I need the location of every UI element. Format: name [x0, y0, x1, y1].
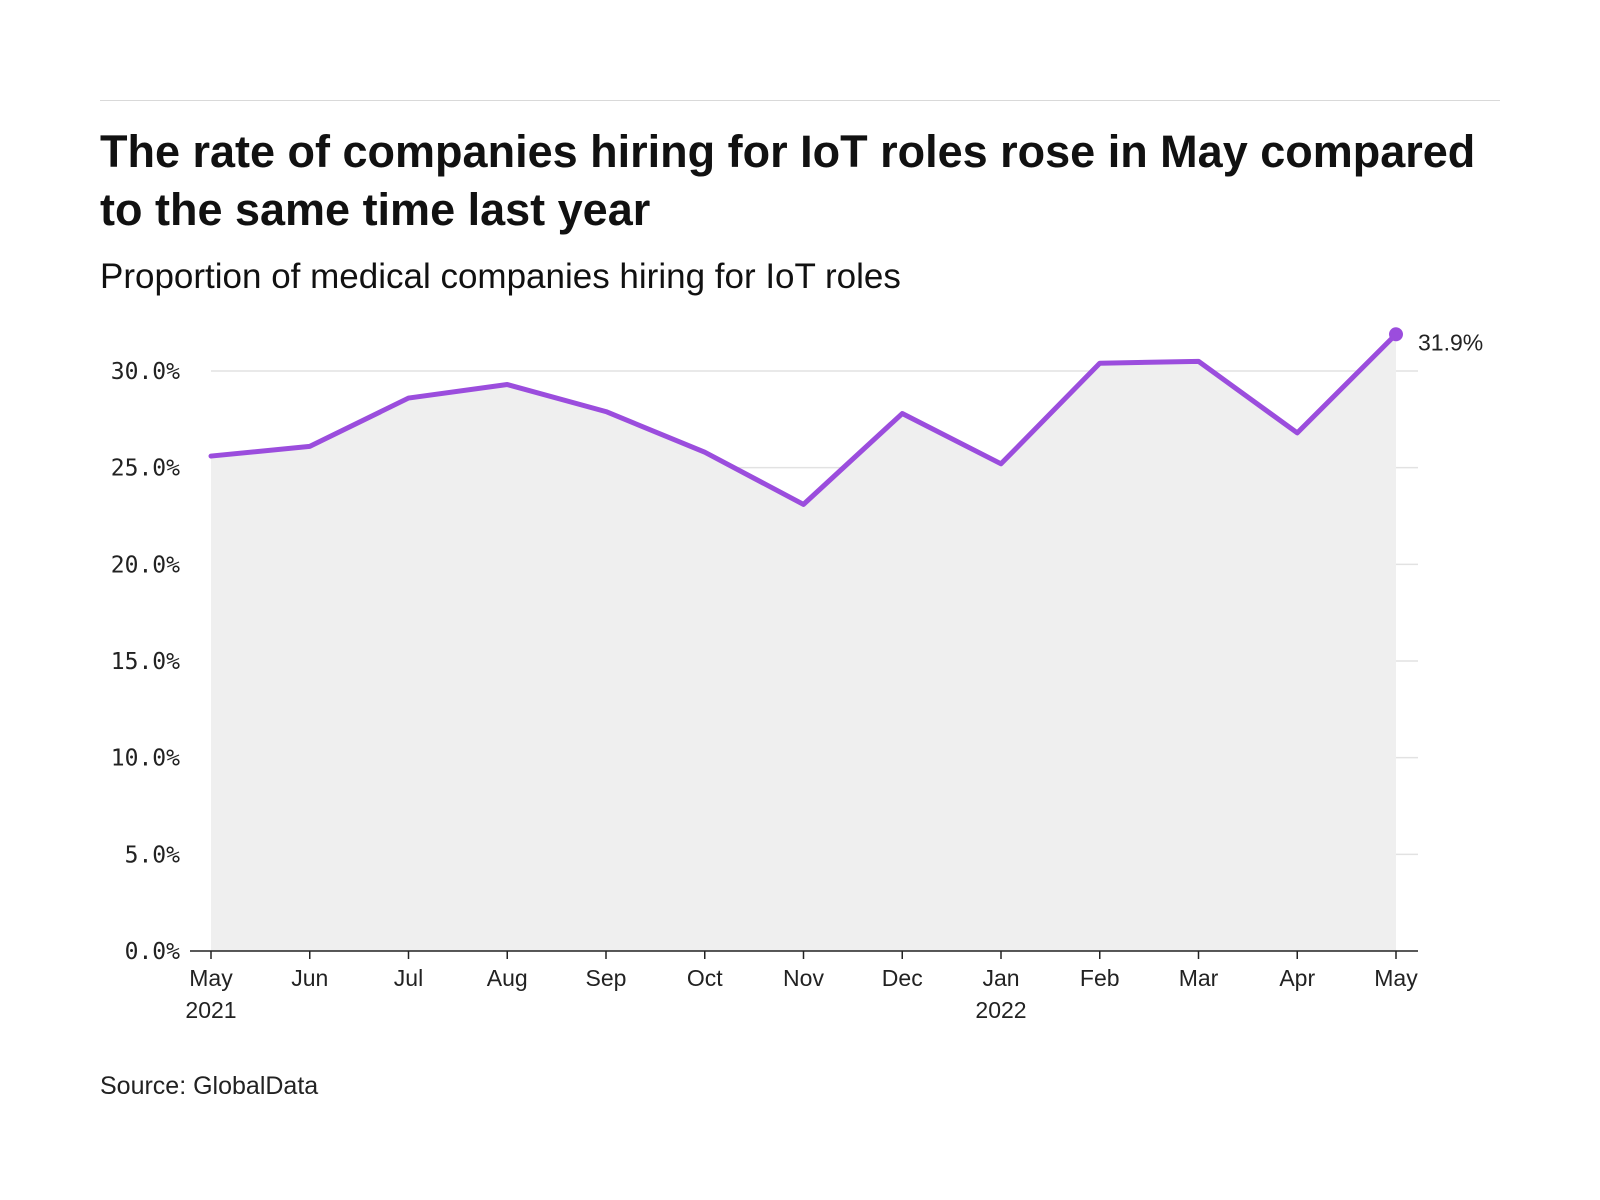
y-tick-label: 20.0% [111, 552, 180, 578]
x-tick-label: Sep [586, 965, 627, 991]
x-tick-label: Jan [982, 965, 1019, 991]
y-tick-label: 5.0% [125, 842, 181, 868]
end-value-label: 31.9% [1418, 329, 1483, 355]
source-note: Source: GlobalData [100, 1072, 319, 1100]
chart-title: The rate of companies hiring for IoT rol… [100, 126, 1476, 235]
chart-subtitle: Proportion of medical companies hiring f… [100, 257, 901, 296]
x-axis-ticks: May 2021 Jun Jul Aug Sep Oct Nov Dec Jan 2022 Feb Ma… [185, 951, 1418, 1023]
area-fill [211, 334, 1396, 951]
x-tick-label: May [189, 965, 233, 991]
y-tick-label: 25.0% [111, 456, 180, 482]
x-tick-label: Feb [1080, 965, 1120, 991]
x-tick-label: May [1374, 965, 1418, 991]
x-tick-label: Mar [1179, 965, 1219, 991]
top-divider [100, 100, 1500, 101]
x-tick-label: Jun [291, 965, 328, 991]
x-tick-label: Nov [783, 965, 824, 991]
x-tick-year-label: 2022 [975, 997, 1026, 1023]
x-tick-label: Oct [687, 965, 723, 991]
x-tick-label: Jul [394, 965, 423, 991]
y-axis-ticks: 0.0% 5.0% 10.0% 15.0% 20.0% 25.0% 30.0% [111, 359, 180, 965]
x-tick-label: Dec [882, 965, 923, 991]
y-tick-label: 0.0% [125, 939, 181, 965]
series-line [208, 331, 1399, 507]
y-tick-label: 30.0% [111, 359, 180, 385]
x-tick-label: Apr [1279, 965, 1315, 991]
y-tick-label: 15.0% [111, 649, 180, 675]
y-tick-label: 10.0% [111, 746, 180, 772]
x-tick-label: Aug [487, 965, 528, 991]
end-point-marker [1389, 327, 1403, 342]
x-tick-year-label: 2021 [185, 997, 236, 1023]
